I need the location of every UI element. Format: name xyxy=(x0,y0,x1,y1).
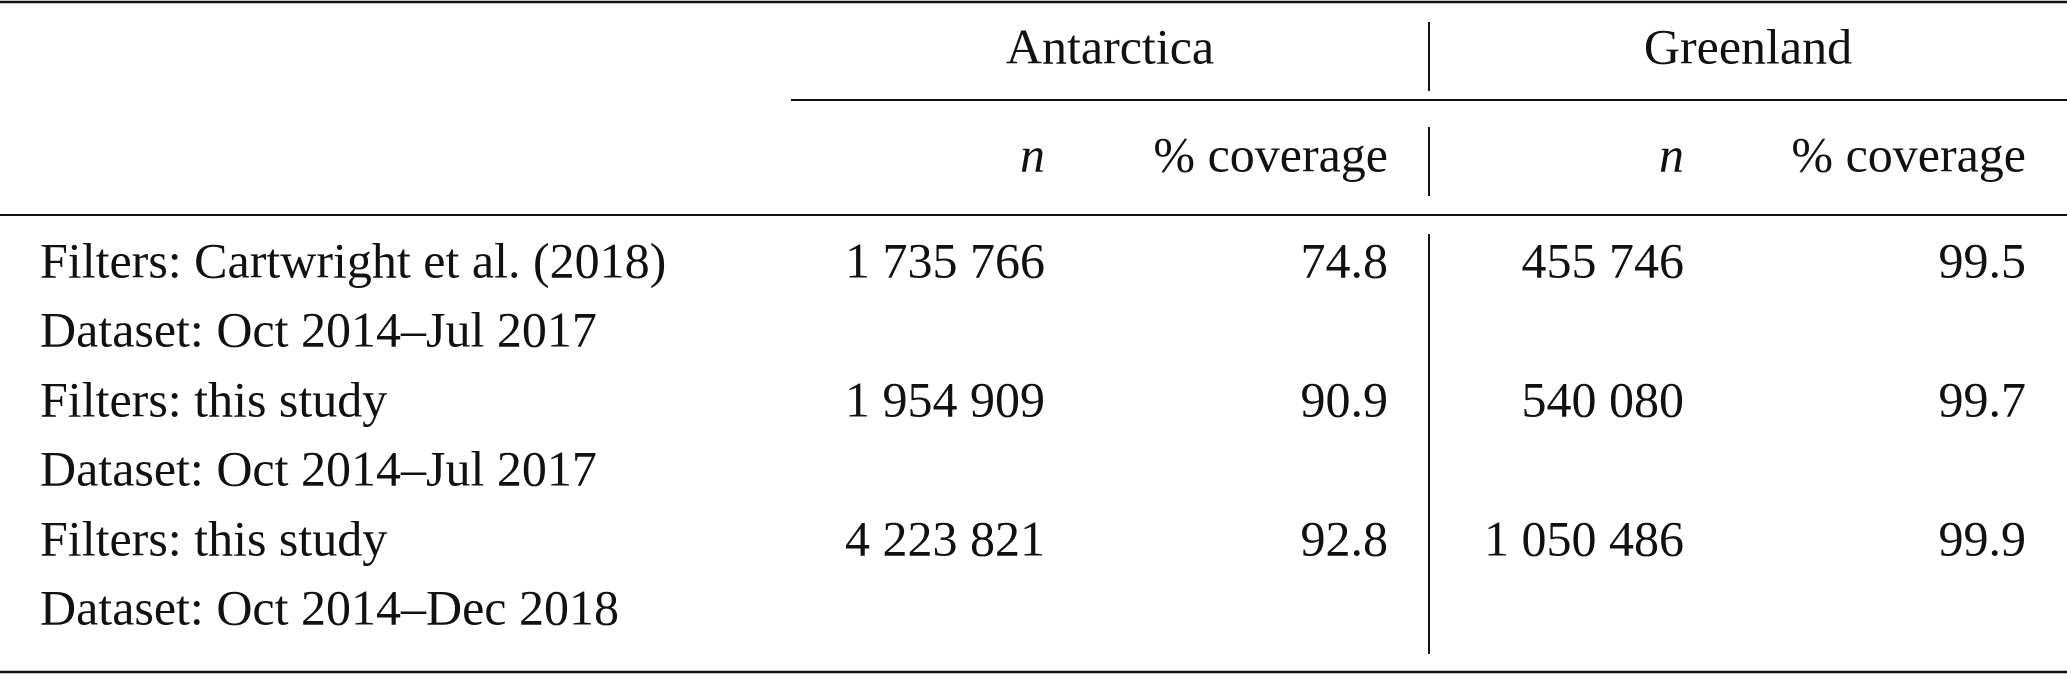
row-filters: Filters: this study xyxy=(40,510,387,566)
column-header: % coverage xyxy=(1153,126,1388,182)
column-header: n xyxy=(1020,126,1045,182)
cell-value: 74.8 xyxy=(1301,232,1389,288)
row-dataset: Dataset: Oct 2014–Jul 2017 xyxy=(40,301,597,357)
row-filters: Filters: this study xyxy=(40,371,387,427)
cell-value: 1 735 766 xyxy=(845,232,1045,288)
column-header: n xyxy=(1659,126,1684,182)
cell-value: 99.5 xyxy=(1939,232,2027,288)
cell-value: 1 954 909 xyxy=(845,371,1045,427)
cell-value: 99.9 xyxy=(1939,510,2027,566)
cell-value: 92.8 xyxy=(1301,510,1389,566)
group-header: Antarctica xyxy=(1006,18,1214,74)
column-header: % coverage xyxy=(1791,126,2026,182)
cell-value: 455 746 xyxy=(1522,232,1685,288)
cell-value: 90.9 xyxy=(1301,371,1389,427)
row-filters: Filters: Cartwright et al. (2018) xyxy=(40,232,666,288)
row-dataset: Dataset: Oct 2014–Dec 2018 xyxy=(40,579,619,635)
cell-value: 99.7 xyxy=(1939,371,2027,427)
group-header: Greenland xyxy=(1644,18,1852,74)
row-dataset: Dataset: Oct 2014–Jul 2017 xyxy=(40,440,597,496)
cell-value: 540 080 xyxy=(1522,371,1685,427)
cell-value: 4 223 821 xyxy=(845,510,1045,566)
cell-value: 1 050 486 xyxy=(1484,510,1684,566)
